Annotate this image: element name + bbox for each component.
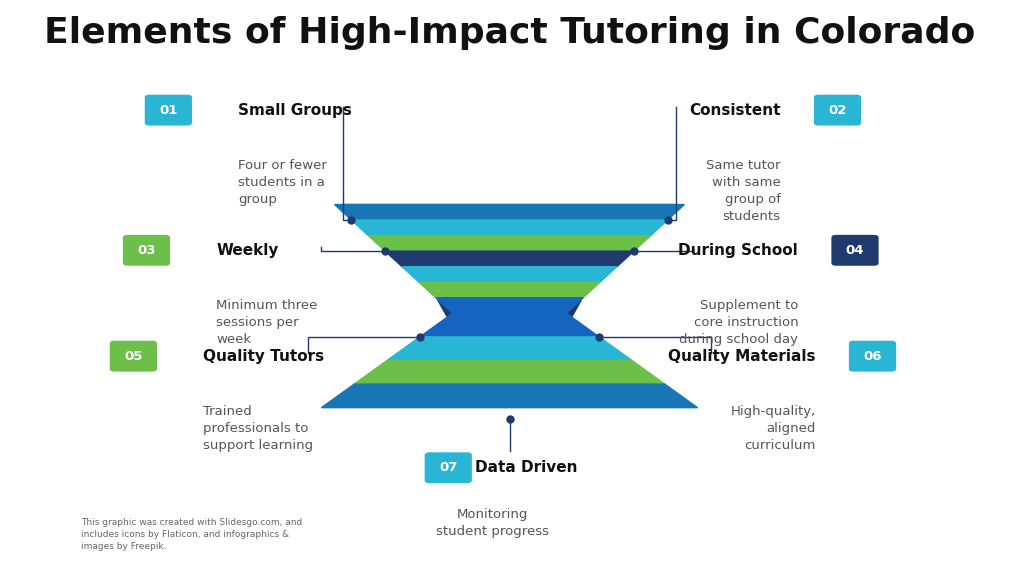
Text: Elements of High-Impact Tutoring in Colorado: Elements of High-Impact Tutoring in Colo…: [44, 16, 975, 50]
Text: Weekly: Weekly: [216, 243, 279, 258]
Text: Quality Tutors: Quality Tutors: [204, 348, 324, 363]
Text: Minimum three
sessions per
week: Minimum three sessions per week: [216, 299, 318, 346]
Polygon shape: [385, 251, 634, 267]
Polygon shape: [383, 235, 636, 250]
Text: 05: 05: [124, 350, 143, 363]
Polygon shape: [368, 236, 651, 251]
Text: Quality Materials: Quality Materials: [668, 348, 815, 363]
Text: Trained
professionals to
support learning: Trained professionals to support learnin…: [204, 405, 314, 452]
FancyBboxPatch shape: [123, 235, 170, 266]
Text: Four or fewer
students in a
group: Four or fewer students in a group: [238, 159, 327, 206]
Polygon shape: [355, 361, 664, 384]
Text: 02: 02: [828, 104, 847, 117]
Polygon shape: [387, 337, 632, 361]
Polygon shape: [400, 250, 619, 266]
Text: 01: 01: [159, 104, 177, 117]
Text: 04: 04: [846, 244, 864, 257]
Text: Supplement to
core instruction
during school day: Supplement to core instruction during sc…: [679, 299, 798, 346]
Polygon shape: [334, 205, 685, 220]
FancyBboxPatch shape: [814, 95, 861, 125]
Text: This graphic was created with Slidesgo.com, and
includes icons by Flaticon, and : This graphic was created with Slidesgo.c…: [81, 518, 303, 551]
FancyBboxPatch shape: [832, 235, 878, 266]
Text: Monitoring
student progress: Monitoring student progress: [435, 508, 548, 538]
Text: 07: 07: [439, 461, 458, 474]
Polygon shape: [343, 205, 676, 220]
Polygon shape: [403, 267, 616, 282]
Text: During School: During School: [679, 243, 798, 258]
FancyBboxPatch shape: [425, 453, 472, 483]
Text: Small Groups: Small Groups: [238, 102, 353, 118]
Polygon shape: [438, 300, 581, 317]
FancyBboxPatch shape: [849, 341, 896, 371]
Polygon shape: [321, 384, 698, 408]
Text: Data Driven: Data Driven: [475, 460, 577, 476]
Text: 06: 06: [863, 350, 881, 363]
Polygon shape: [352, 220, 667, 236]
Polygon shape: [416, 266, 603, 283]
Polygon shape: [365, 220, 654, 235]
Polygon shape: [436, 298, 583, 313]
Polygon shape: [419, 282, 600, 298]
Polygon shape: [429, 283, 590, 300]
FancyBboxPatch shape: [110, 341, 157, 371]
FancyBboxPatch shape: [145, 95, 192, 125]
Text: 03: 03: [138, 244, 156, 257]
Text: Consistent: Consistent: [689, 102, 781, 118]
Text: Same tutor
with same
group of
students: Same tutor with same group of students: [706, 159, 781, 223]
Text: High-quality,
aligned
curriculum: High-quality, aligned curriculum: [731, 405, 815, 452]
Polygon shape: [420, 313, 599, 337]
